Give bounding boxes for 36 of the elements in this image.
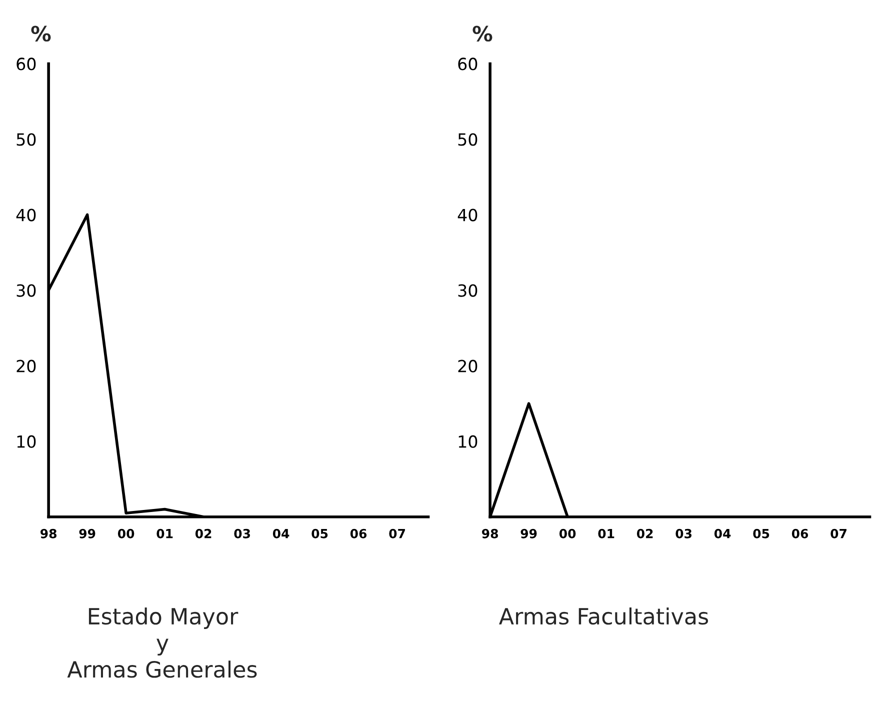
x-tick-label: 04 — [714, 528, 731, 538]
y-tick-label: 60 — [16, 58, 36, 70]
y-tick-label: 20 — [458, 360, 478, 372]
x-tick-label: 04 — [272, 528, 290, 538]
y-tick-label: 20 — [16, 360, 36, 372]
x-tick-label: 05 — [753, 528, 770, 538]
x-tick-label: 00 — [559, 528, 576, 538]
y-axis-title: % — [472, 26, 492, 42]
x-tick-label: 01 — [598, 528, 614, 538]
y-tick-label: 40 — [458, 208, 478, 222]
text: Estado Mayor y Armas Generales — [67, 607, 257, 678]
x-tick-label: 03 — [234, 528, 250, 538]
y-tick-label: 60 — [458, 58, 478, 70]
x-tick-label: 06 — [350, 528, 367, 538]
x-tick-label: 98 — [40, 528, 56, 538]
y-tick-label: 10 — [458, 435, 478, 448]
x-tick-label: 98 — [482, 528, 498, 538]
y-tick-label: 10 — [17, 435, 36, 448]
y-tick-label: 40 — [16, 208, 36, 222]
x-tick-label: 99 — [79, 528, 96, 538]
x-tick-label: 03 — [676, 528, 692, 538]
x-tick-label: 07 — [830, 528, 846, 538]
text: Armas Facultativas — [499, 607, 708, 625]
x-tick-label: 06 — [792, 528, 808, 538]
x-tick-label: 02 — [195, 528, 212, 538]
y-axis-title: % — [31, 26, 51, 42]
x-tick-label: 00 — [118, 528, 134, 538]
x-tick-label: 02 — [636, 528, 653, 538]
x-tick-label: 01 — [156, 528, 173, 538]
y-tick-label: 30 — [16, 284, 36, 297]
x-tick-label: 05 — [312, 528, 328, 538]
y-tick-label: 30 — [458, 284, 478, 297]
y-tick-label: 50 — [458, 133, 478, 146]
y-tick-label: 50 — [16, 133, 36, 146]
x-tick-label: 99 — [520, 528, 537, 538]
x-tick-label: 07 — [389, 528, 405, 538]
